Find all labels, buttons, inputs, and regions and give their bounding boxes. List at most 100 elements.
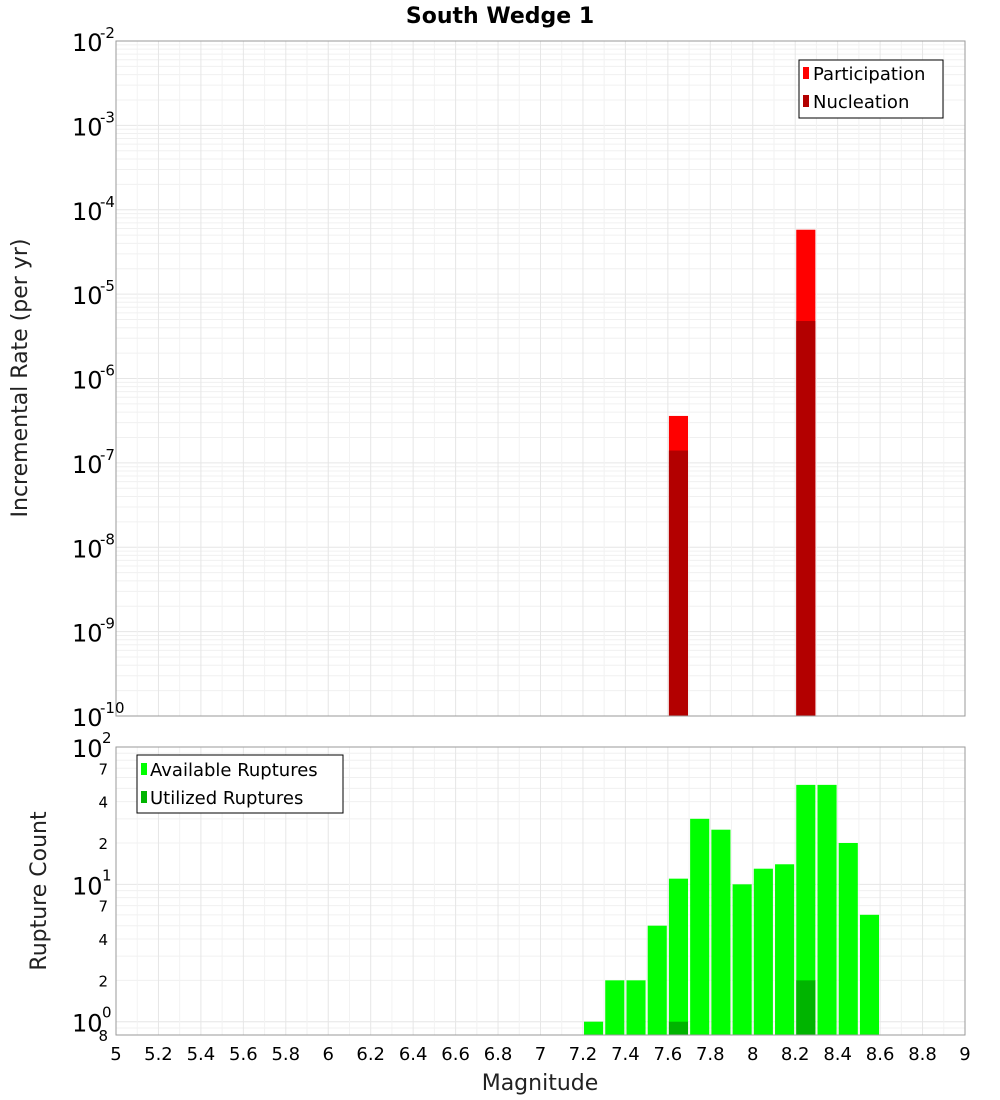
- svg-text:-5: -5: [100, 277, 115, 295]
- available-ruptures-bar: [647, 925, 667, 1035]
- x-tick-label: 7.8: [696, 1044, 725, 1065]
- x-axis-label: Magnitude: [482, 1071, 599, 1096]
- x-tick-label: 8: [747, 1044, 758, 1065]
- count-bars: [584, 784, 880, 1035]
- count-y-major-tick-label: 10 2: [72, 729, 112, 763]
- x-tick-label: 9: [959, 1044, 970, 1065]
- x-tick-label: 5: [110, 1044, 121, 1065]
- available-swatch: [141, 763, 147, 775]
- svg-text:10: 10: [72, 704, 103, 732]
- svg-text:-7: -7: [100, 446, 115, 464]
- count-y-minor-tick-label: 4: [98, 931, 108, 949]
- svg-text:10: 10: [72, 620, 103, 648]
- svg-text:10: 10: [72, 451, 103, 479]
- x-tick-label: 8.4: [823, 1044, 852, 1065]
- x-tick-label: 6.2: [356, 1044, 385, 1065]
- svg-text:2: 2: [102, 729, 112, 747]
- svg-text:-6: -6: [100, 362, 115, 380]
- svg-text:10: 10: [72, 113, 103, 141]
- x-tick-label: 5.8: [271, 1044, 300, 1065]
- available-ruptures-bar: [584, 1021, 604, 1035]
- participation-swatch: [803, 67, 809, 79]
- svg-text:10: 10: [72, 198, 103, 226]
- x-tick-label: 8.8: [908, 1044, 937, 1065]
- rate-y-tick-label: 10-6: [72, 362, 115, 395]
- x-tick-label: 5.2: [144, 1044, 173, 1065]
- x-tick-label: 7: [535, 1044, 546, 1065]
- svg-text:10: 10: [72, 535, 103, 563]
- available-ruptures-bar: [732, 884, 752, 1035]
- count-y-minor-tick-label: 2: [98, 835, 108, 853]
- available-ruptures-bar: [668, 878, 689, 1035]
- svg-text:10: 10: [72, 282, 103, 310]
- rate-y-tick-label: 10-3: [72, 108, 115, 141]
- nucleation-swatch: [803, 95, 809, 107]
- count-y-major-tick-label: 10 0: [72, 1004, 112, 1038]
- available-ruptures-bar: [753, 868, 773, 1035]
- chart-title: South Wedge 1: [406, 4, 594, 29]
- legend-utilized: Utilized Ruptures: [150, 788, 303, 809]
- x-tick-label: 6.6: [441, 1044, 470, 1065]
- available-ruptures-bar: [838, 843, 858, 1035]
- available-ruptures-bar: [796, 784, 816, 1035]
- available-ruptures-bar: [859, 914, 880, 1035]
- rate-panel: 10-210-310-410-510-610-710-810-910-10 In…: [8, 24, 966, 732]
- rate-y-tick-label: 10-9: [72, 615, 115, 648]
- svg-text:10: 10: [72, 29, 103, 57]
- count-y-minor-tick-label: 7: [98, 898, 108, 916]
- legend-participation: Participation: [813, 64, 925, 85]
- legend-nucleation: Nucleation: [813, 92, 909, 113]
- count-y-minor-tick-label: 2: [98, 972, 108, 990]
- count-plot-border: [115, 746, 966, 1036]
- available-ruptures-bar: [690, 818, 710, 1035]
- available-ruptures-bar: [626, 980, 646, 1035]
- rate-y-axis-label: Incremental Rate (per yr): [8, 239, 33, 518]
- x-tick-label: 6: [323, 1044, 334, 1065]
- count-legend: Available Ruptures Utilized Ruptures: [136, 754, 344, 814]
- rate-y-tick-label: 10-2: [72, 24, 115, 57]
- svg-text:10: 10: [72, 367, 103, 395]
- svg-text:1: 1: [102, 866, 112, 884]
- available-ruptures-bar: [605, 980, 625, 1035]
- available-ruptures-bar: [817, 784, 837, 1035]
- svg-text:-10: -10: [100, 699, 125, 717]
- rate-y-ticks: 10-210-310-410-510-610-710-810-910-10: [72, 24, 125, 732]
- available-ruptures-bar: [711, 829, 731, 1035]
- svg-text:-2: -2: [100, 24, 115, 42]
- rate-legend: Participation Nucleation: [798, 59, 944, 119]
- count-y-major-tick-label: 10 1: [72, 866, 112, 900]
- x-tick-label: 5.6: [229, 1044, 258, 1065]
- rate-y-tick-label: 10-8: [72, 530, 115, 563]
- svg-text:0: 0: [102, 1004, 112, 1022]
- nucleation-bar: [796, 321, 816, 716]
- rate-y-tick-label: 10-10: [72, 699, 125, 732]
- x-tick-label: 7.4: [611, 1044, 640, 1065]
- svg-text:10: 10: [72, 1010, 103, 1038]
- x-tick-label: 5.4: [187, 1044, 216, 1065]
- svg-text:10: 10: [72, 735, 103, 763]
- svg-text:-3: -3: [100, 108, 115, 126]
- x-tick-label: 8.6: [866, 1044, 895, 1065]
- count-legend-box: [136, 754, 344, 814]
- available-ruptures-bar: [775, 864, 795, 1035]
- svg-text:-4: -4: [100, 193, 115, 211]
- rate-bars: [668, 229, 816, 717]
- x-tick-label: 6.4: [399, 1044, 428, 1065]
- rate-y-tick-label: 10-5: [72, 277, 115, 310]
- x-tick-label: 8.2: [781, 1044, 810, 1065]
- nucleation-bar: [668, 450, 689, 716]
- count-y-axis-label: Rupture Count: [27, 811, 52, 971]
- svg-text:-9: -9: [100, 615, 115, 633]
- utilized-swatch: [141, 791, 147, 803]
- svg-text:10: 10: [72, 872, 103, 900]
- svg-text:-8: -8: [100, 530, 115, 548]
- utilized-ruptures-bar: [796, 980, 816, 1035]
- rate-y-tick-label: 10-7: [72, 446, 115, 479]
- utilized-ruptures-bar: [668, 1021, 689, 1035]
- rate-grid: [115, 41, 966, 717]
- count-y-minor-tick-label: 7: [98, 760, 108, 778]
- x-tick-label: 7.6: [654, 1044, 683, 1065]
- x-axis-ticks: 5 5.2 5.4 5.6 5.8 6 6.2 6.4 6.6 6.8 7 7.2 7.4 7.6 7.8 8…: [110, 1044, 970, 1065]
